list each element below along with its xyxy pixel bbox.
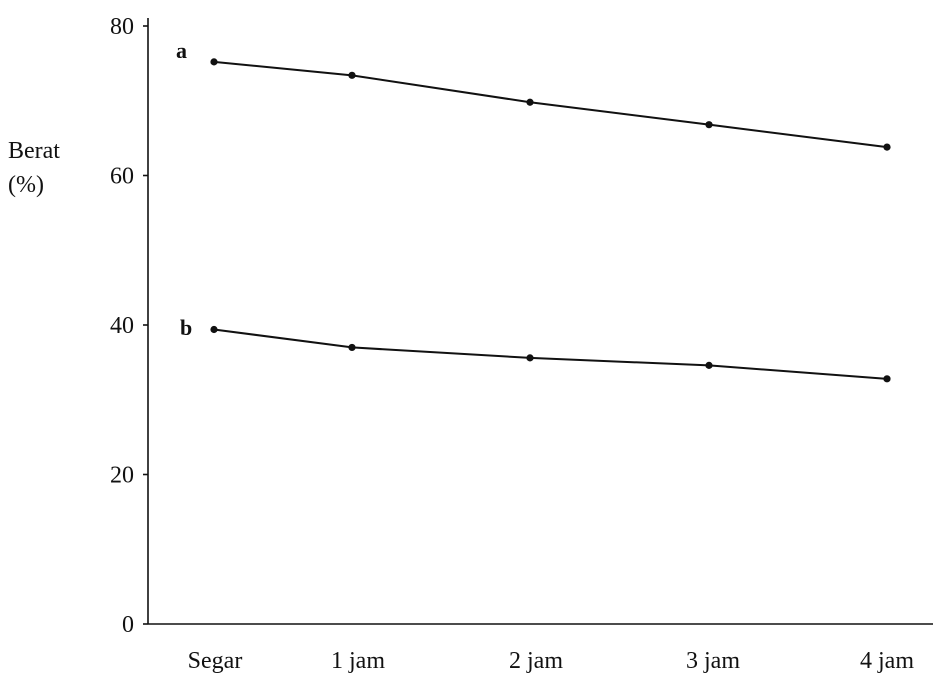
- series-group: ab: [176, 38, 891, 383]
- y-axis-title-line-2: (%): [8, 172, 44, 198]
- data-point: [883, 375, 891, 383]
- data-point: [348, 343, 356, 352]
- series-label-a: a: [176, 38, 187, 63]
- x-tick-label: 3 jam: [686, 648, 740, 674]
- data-point: [705, 121, 713, 129]
- y-tick-label: 60: [110, 164, 134, 190]
- y-axis-title-line-1: Berat: [8, 138, 60, 164]
- y-ticks: 0 20 40 60 80: [110, 14, 148, 638]
- y-tick-label: 40: [110, 313, 134, 339]
- series-line-b: [213, 328, 888, 380]
- series-a: a: [176, 38, 891, 151]
- data-point: [210, 325, 218, 334]
- x-tick-label: 2 jam: [509, 648, 563, 674]
- x-ticks: Segar 1 jam 2 jam 3 jam 4 jam: [188, 648, 915, 674]
- data-point: [210, 58, 218, 66]
- data-point: [348, 71, 356, 79]
- y-tick-label: 80: [110, 14, 134, 40]
- series-b: b: [180, 315, 891, 383]
- data-point: [883, 143, 891, 151]
- data-point: [526, 354, 534, 362]
- data-point: [705, 361, 713, 369]
- x-tick-label: Segar: [188, 648, 243, 674]
- series-line-a: [213, 60, 888, 149]
- x-tick-label: 4 jam: [860, 648, 914, 674]
- y-tick-label: 20: [110, 463, 134, 489]
- series-label-b: b: [180, 315, 192, 340]
- x-tick-label: 1 jam: [331, 648, 385, 674]
- data-point: [526, 98, 534, 106]
- axes: 0 20 40 60 80 Segar 1 jam 2 jam 3 jam 4 jam: [110, 14, 933, 674]
- y-tick-label: 0: [122, 612, 134, 638]
